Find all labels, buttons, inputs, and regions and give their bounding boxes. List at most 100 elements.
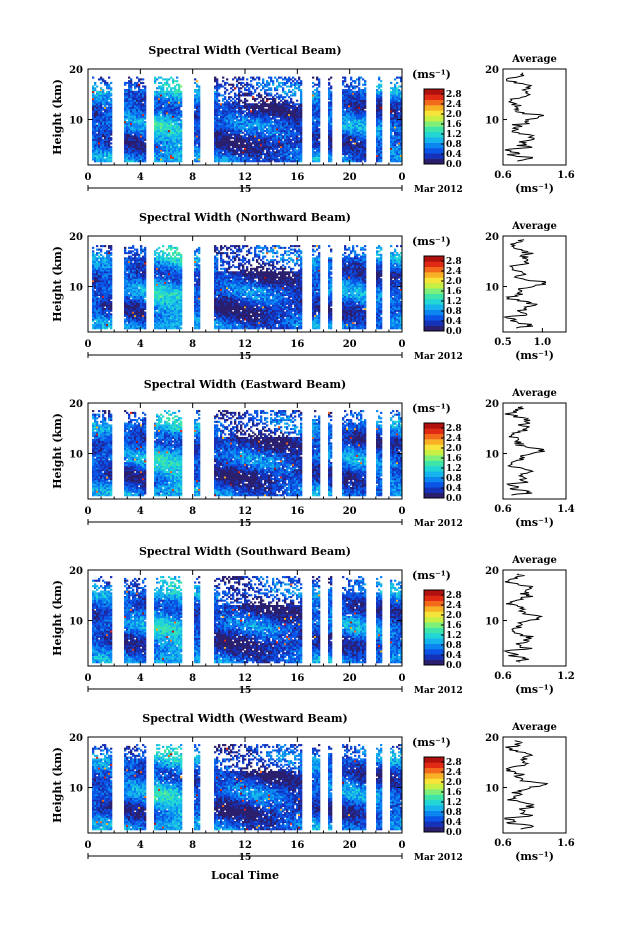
heatmap-cell [134,123,136,125]
heatmap-cell [98,137,100,139]
heatmap-cell [102,141,104,143]
heatmap-cell [164,94,166,96]
heatmap-cell [106,139,108,141]
heatmap-cell [126,121,128,123]
heatmap-cell [134,96,136,98]
heatmap-cell [100,148,102,150]
heatmap-cell [162,116,164,118]
heatmap-cell [130,82,132,84]
heatmap-cell [136,148,138,150]
heatmap-cell [102,98,104,100]
heatmap-cell [132,114,134,116]
heatmap-cell [166,155,168,157]
heatmap-cell [124,148,126,150]
heatmap-cell [166,123,168,125]
heatmap-cell [110,142,112,144]
heatmap-cell [168,137,170,139]
heatmap-cell [156,160,158,162]
heatmap-cell [124,158,126,160]
heatmap-cell [104,137,106,139]
heatmap-cell [162,144,164,146]
heatmap-cell [130,116,132,118]
heatmap-cell [106,150,108,152]
heatmap-cell [142,128,144,130]
heatmap-cell [142,142,144,144]
heatmap-cell [98,123,100,125]
heatmap-cell [166,107,168,109]
heatmap-cell [92,91,94,93]
heatmap-cell [104,80,106,82]
heatmap-cell [94,98,96,100]
heatmap-cell [124,130,126,132]
heatmap-cell [130,144,132,146]
heatmap-cell [140,89,142,91]
heatmap-cell [140,119,142,121]
heatmap-cell [138,78,140,80]
heatmap-cell [106,121,108,123]
heatmap-cell [106,82,108,84]
heatmap-cell [106,103,108,105]
heatmap-cell [110,93,112,95]
heatmap-cell [108,105,110,107]
heatmap-cell [158,158,160,160]
heatmap-cell [164,117,166,119]
heatmap-cell [98,144,100,146]
heatmap-cell [106,155,108,157]
heatmap-cell [130,93,132,95]
heatmap-cell [100,78,102,80]
heatmap-cell [92,93,94,95]
heatmap-cell [132,158,134,160]
heatmap-cell [154,119,156,121]
heatmap-cell [158,101,160,103]
heatmap-cell [126,157,128,159]
heatmap-cell [160,151,162,153]
heatmap-cell [98,103,100,105]
heatmap-cell [134,157,136,159]
heatmap-cell [138,121,140,123]
heatmap-cell [126,142,128,144]
heatmap-cell [134,137,136,139]
heatmap-cell [126,148,128,150]
heatmap-cell [134,103,136,105]
heatmap-cell [124,119,126,121]
heatmap-cell [102,139,104,141]
heatmap-cell [168,135,170,137]
heatmap-cell [168,151,170,153]
heatmap-cell [92,130,94,132]
heatmap-cell [124,151,126,153]
heatmap-cell [136,98,138,100]
heatmap-cell [108,142,110,144]
heatmap-cell [128,100,130,102]
heatmap-cell [156,117,158,119]
heatmap-cell [130,130,132,132]
heatmap-cell [92,141,94,143]
heatmap-cell [164,139,166,141]
heatmap-cell [160,135,162,137]
heatmap-cell [156,126,158,128]
heatmap-cell [106,112,108,114]
heatmap-cell [110,121,112,123]
heatmap-cell [100,94,102,96]
heatmap-cell [98,116,100,118]
heatmap-cell [156,93,158,95]
heatmap-cell [132,139,134,141]
heatmap-cell [94,87,96,89]
heatmap-cell [144,148,146,150]
heatmap-cell [102,119,104,121]
heatmap-cell [100,117,102,119]
heatmap-cell [158,93,160,95]
heatmap-cell [130,134,132,136]
heatmap-cell [96,141,98,143]
heatmap-cell [130,132,132,134]
heatmap-cell [94,123,96,125]
heatmap-cell [108,84,110,86]
heatmap-cell [124,94,126,96]
heatmap-cell [162,155,164,157]
heatmap-cell [162,148,164,150]
heatmap-cell [140,116,142,118]
heatmap-cell [94,100,96,102]
heatmap-cell [102,112,104,114]
heatmap-cell [136,123,138,125]
heatmap-cell [130,84,132,86]
heatmap-cell [132,105,134,107]
